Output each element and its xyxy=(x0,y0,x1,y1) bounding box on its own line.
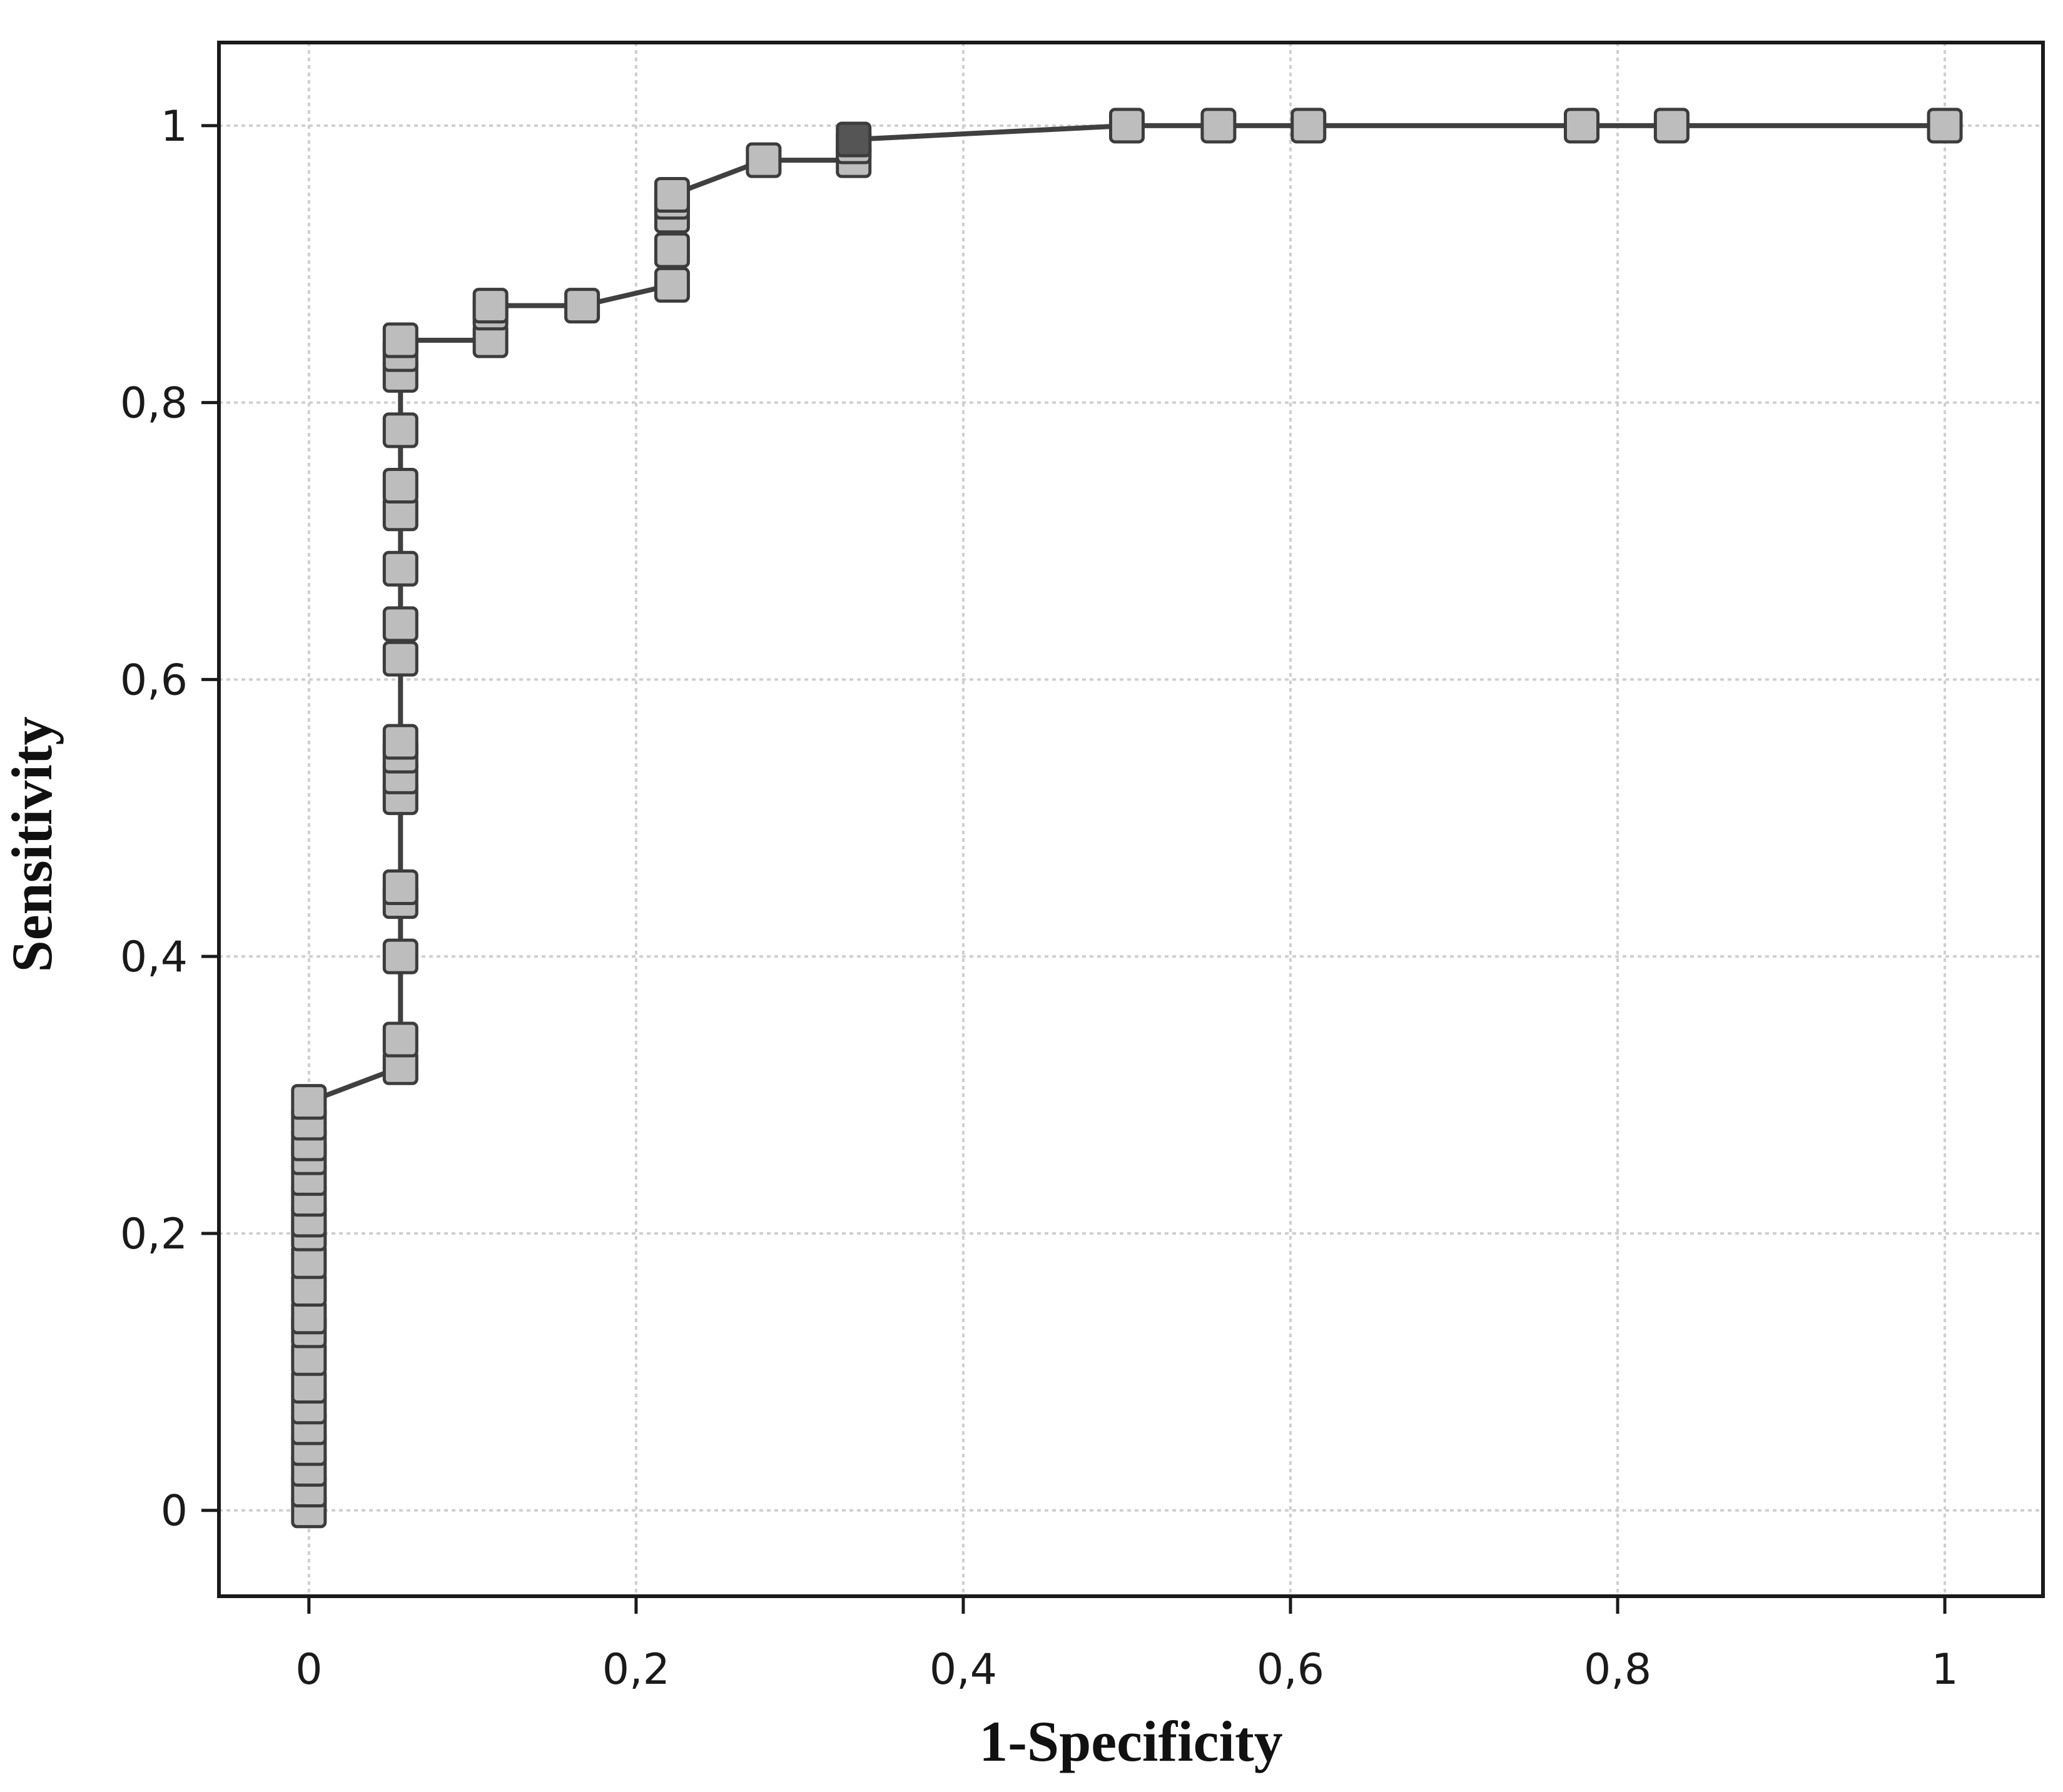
y-tick-label: 0 xyxy=(161,1487,188,1536)
roc-point xyxy=(564,288,601,324)
x-tick-label: 0 xyxy=(295,1645,322,1694)
axis-ticks xyxy=(201,124,1947,1614)
roc-point xyxy=(1200,108,1237,144)
plot-frame xyxy=(217,41,2045,1598)
roc-point xyxy=(1927,108,1963,144)
x-tick-label: 0,2 xyxy=(602,1645,670,1694)
roc-point xyxy=(291,1084,327,1120)
roc-point xyxy=(382,322,418,358)
x-tick-label: 0,4 xyxy=(930,1645,997,1694)
tick-labels: 0 0,2 0,4 0,6 0,8 1 0 0,2 0,4 0,6 0,8 1 xyxy=(120,102,1959,1694)
roc-point xyxy=(472,288,509,324)
roc-point xyxy=(382,640,418,677)
roc-point xyxy=(654,177,690,213)
y-tick-label: 0,6 xyxy=(120,656,188,705)
roc-point xyxy=(382,412,418,448)
roc-points xyxy=(291,108,1963,1529)
y-tick-label: 1 xyxy=(161,102,188,151)
roc-point xyxy=(654,266,690,303)
roc-point xyxy=(382,1021,418,1058)
roc-point xyxy=(746,142,782,178)
roc-point xyxy=(382,467,418,504)
x-tick-label: 1 xyxy=(1931,1645,1958,1694)
roc-point xyxy=(382,869,418,905)
roc-point xyxy=(1108,108,1145,144)
roc-point xyxy=(836,121,872,158)
y-tick-label: 0,8 xyxy=(120,379,188,428)
roc-point xyxy=(382,606,418,642)
roc-point xyxy=(382,550,418,587)
roc-point xyxy=(1564,108,1600,144)
y-axis-title: Sensitivity xyxy=(0,717,64,973)
roc-point xyxy=(1290,108,1327,144)
x-tick-label: 0,6 xyxy=(1257,1645,1324,1694)
roc-point xyxy=(382,724,418,760)
grid-lines xyxy=(219,43,2043,1596)
y-tick-label: 0,2 xyxy=(120,1210,188,1259)
roc-point xyxy=(382,938,418,974)
roc-point xyxy=(1653,108,1690,144)
roc-point xyxy=(654,232,690,268)
x-axis-title: 1-Specificity xyxy=(979,1709,1282,1773)
y-tick-label: 0,4 xyxy=(120,933,188,982)
x-tick-label: 0,8 xyxy=(1584,1645,1651,1694)
